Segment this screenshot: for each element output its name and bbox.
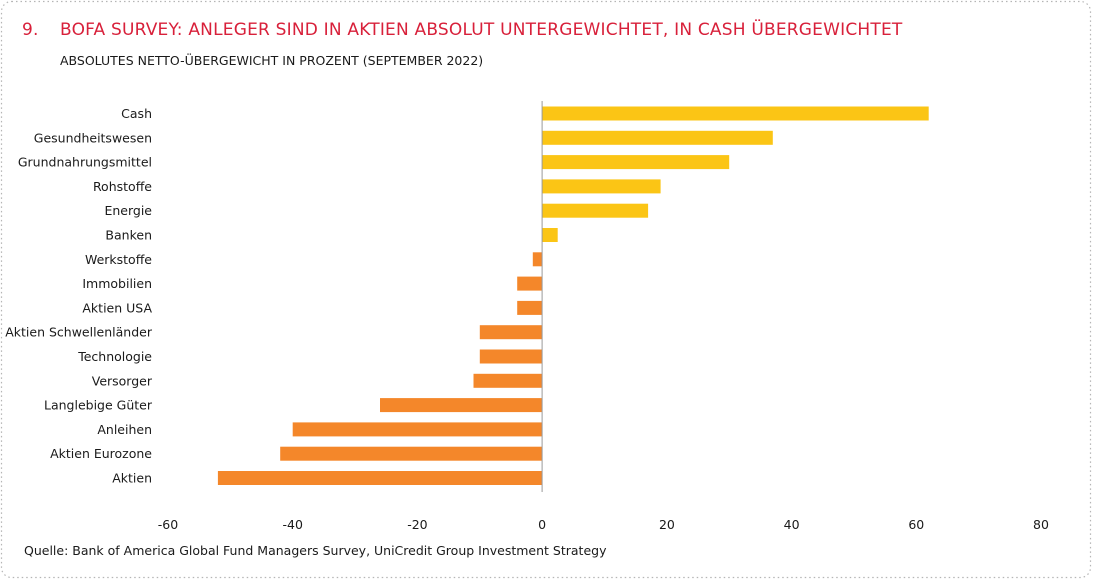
category-label-0: Cash (121, 106, 152, 121)
x-tick-label-4: 20 (659, 517, 675, 532)
bar-1 (542, 130, 773, 145)
x-tick-label-3: 0 (538, 517, 546, 532)
bar-11 (473, 373, 543, 388)
bar-7 (517, 276, 543, 291)
bar-2 (542, 155, 730, 170)
category-label-10: Technologie (77, 349, 152, 364)
category-label-5: Banken (105, 228, 152, 243)
chart-title-text: BOFA SURVEY: ANLEGER SIND IN AKTIEN ABSO… (60, 20, 903, 40)
bar-12 (380, 398, 543, 413)
chart-subtitle: ABSOLUTES NETTO-ÜBERGEWICHT IN PROZENT (… (60, 53, 484, 68)
category-label-15: Aktien (112, 471, 152, 486)
category-label-13: Anleihen (97, 422, 152, 437)
category-label-8: Aktien USA (82, 300, 152, 315)
bar-5 (542, 228, 558, 242)
category-label-6: Werkstoffe (85, 252, 152, 267)
bar-4 (542, 203, 649, 218)
category-label-1: Gesundheitswesen (34, 130, 152, 145)
bar-8 (517, 300, 543, 315)
bar-3 (542, 179, 661, 194)
x-tick-label-0: -60 (158, 517, 178, 532)
category-label-7: Immobilien (82, 276, 152, 291)
category-label-3: Rohstoffe (93, 179, 152, 194)
bar-6 (532, 252, 543, 267)
bar-0 (542, 106, 929, 121)
bar-10 (479, 349, 543, 364)
bar-9 (479, 325, 543, 340)
bar-13 (292, 422, 543, 437)
source-note: Quelle: Bank of America Global Fund Mana… (24, 543, 607, 558)
bar-14 (280, 446, 543, 461)
category-label-2: Grundnahrungsmittel (18, 155, 152, 170)
x-tick-label-7: 80 (1033, 517, 1049, 532)
bar-15 (217, 471, 543, 485)
category-label-12: Langlebige Güter (44, 398, 153, 413)
category-label-9: Aktien Schwellenländer (5, 325, 153, 340)
x-tick-label-1: -40 (282, 517, 302, 532)
x-tick-label-6: 60 (908, 517, 924, 532)
x-tick-label-2: -20 (407, 517, 427, 532)
category-label-11: Versorger (92, 373, 153, 388)
category-label-14: Aktien Eurozone (50, 446, 152, 461)
chart-title: 9. BOFA SURVEY: ANLEGER SIND IN AKTIEN AB… (22, 20, 903, 40)
x-tick-label-5: 40 (784, 517, 800, 532)
chart-number: 9. (22, 20, 39, 40)
category-label-4: Energie (104, 203, 152, 218)
